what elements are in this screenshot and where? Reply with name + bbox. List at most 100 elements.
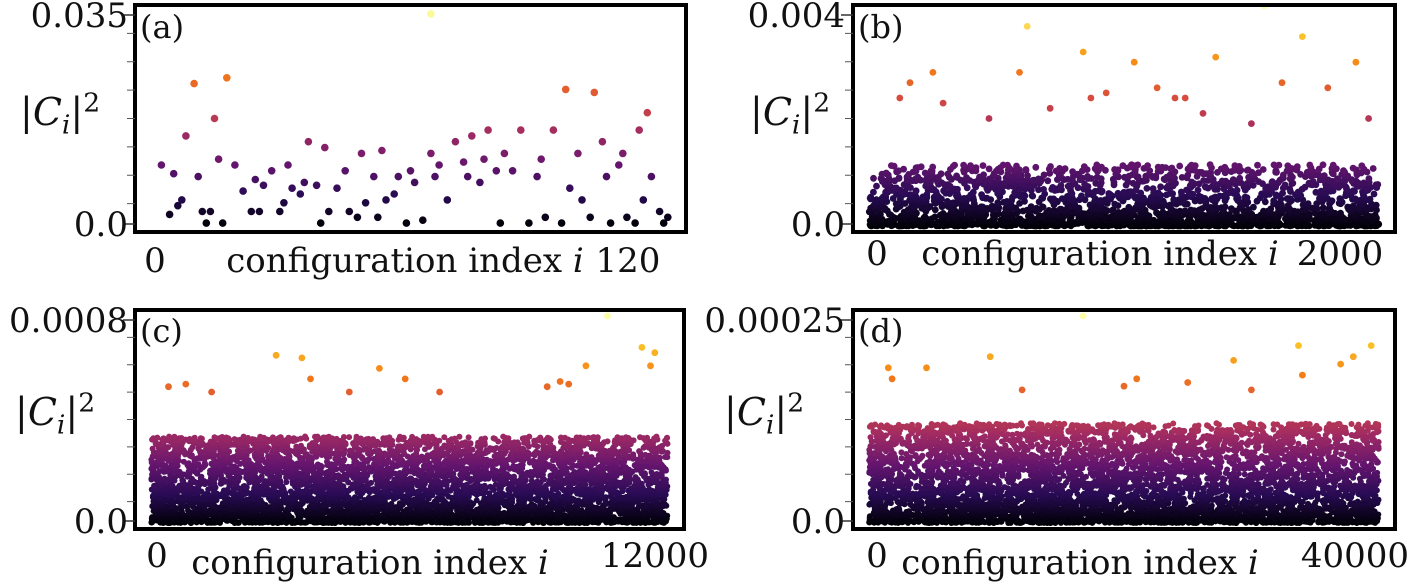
data-point [1216, 192, 1224, 200]
data-point [484, 126, 492, 134]
data-point [1134, 173, 1142, 181]
data-point [985, 115, 993, 122]
data-point [586, 213, 594, 222]
data-point [1261, 198, 1269, 206]
data-point [259, 181, 268, 190]
data-point [1056, 165, 1063, 172]
data-point [1313, 205, 1321, 213]
data-point [251, 175, 260, 184]
data-point [939, 99, 947, 107]
data-point [1221, 163, 1229, 171]
data-point [999, 161, 1007, 169]
data-point [1241, 193, 1249, 201]
data-point [1317, 187, 1325, 195]
data-point [1272, 167, 1280, 175]
data-point [1044, 177, 1052, 185]
data-point [1035, 175, 1042, 183]
data-point [1128, 161, 1135, 169]
data-point [431, 172, 439, 181]
data-point [190, 79, 198, 88]
data-point [979, 162, 987, 170]
data-point [378, 146, 386, 155]
data-point [1176, 162, 1184, 170]
data-point [985, 165, 993, 173]
data-point [549, 126, 558, 134]
data-point [525, 219, 533, 227]
data-point [1141, 206, 1149, 214]
data-point [1177, 188, 1185, 196]
data-point [1349, 164, 1357, 172]
data-point [1144, 162, 1151, 170]
data-point [873, 182, 880, 190]
data-point [623, 213, 631, 222]
data-point [276, 207, 284, 216]
data-point [410, 178, 419, 187]
data-point [929, 163, 937, 171]
data-point [1061, 165, 1069, 173]
y-axis-label: |Ci|2 [750, 88, 830, 141]
data-point [561, 512, 568, 519]
data-point [647, 172, 656, 181]
data-point [615, 161, 623, 169]
data-point [476, 178, 484, 187]
data-point [267, 167, 276, 175]
data-point [929, 69, 937, 76]
data-point [473, 497, 480, 504]
data-point [867, 193, 875, 201]
data-point [434, 495, 441, 502]
data-point [606, 219, 615, 227]
data-point [575, 497, 582, 504]
data-point [1111, 166, 1118, 173]
data-point [1159, 208, 1167, 216]
scatter-points [157, 10, 672, 227]
data-point [1057, 182, 1065, 189]
data-point [1270, 197, 1278, 205]
data-point [359, 483, 366, 490]
data-point [1306, 161, 1314, 169]
data-point [1329, 161, 1337, 169]
data-point [1304, 200, 1312, 208]
data-point [1064, 175, 1072, 183]
data-point [1337, 209, 1344, 217]
data-point [1125, 203, 1133, 211]
data-point [445, 487, 452, 493]
data-point [467, 499, 474, 506]
data-point [1024, 172, 1031, 180]
data-point [1111, 200, 1119, 208]
data-point [241, 483, 248, 489]
data-point [1039, 203, 1046, 211]
data-point [214, 155, 223, 163]
data-point [210, 114, 219, 123]
data-point [1369, 165, 1377, 172]
data-point [1312, 188, 1320, 196]
data-point [218, 219, 227, 227]
data-point [178, 196, 186, 204]
data-point [206, 207, 215, 216]
data-point [492, 167, 501, 175]
data-point [325, 207, 333, 216]
data-point [658, 495, 665, 502]
data-point [1079, 48, 1087, 56]
data-point [1349, 187, 1357, 195]
data-point [1349, 202, 1357, 210]
data-point [1352, 58, 1360, 66]
data-point [914, 173, 922, 181]
data-point [459, 158, 468, 166]
data-point [1272, 191, 1280, 199]
data-point [1212, 53, 1220, 61]
data-point [1056, 205, 1064, 213]
data-point [1279, 189, 1286, 197]
data-point [1366, 195, 1374, 203]
data-point [1318, 209, 1326, 217]
data-point [528, 501, 535, 508]
data-point [882, 169, 890, 177]
data-point [1001, 179, 1008, 187]
data-point [198, 207, 207, 216]
data-point [296, 190, 305, 198]
data-point [1206, 161, 1214, 169]
data-point [1324, 84, 1332, 92]
data-point [1319, 204, 1327, 212]
data-point [1114, 189, 1122, 197]
data-point [435, 161, 443, 169]
